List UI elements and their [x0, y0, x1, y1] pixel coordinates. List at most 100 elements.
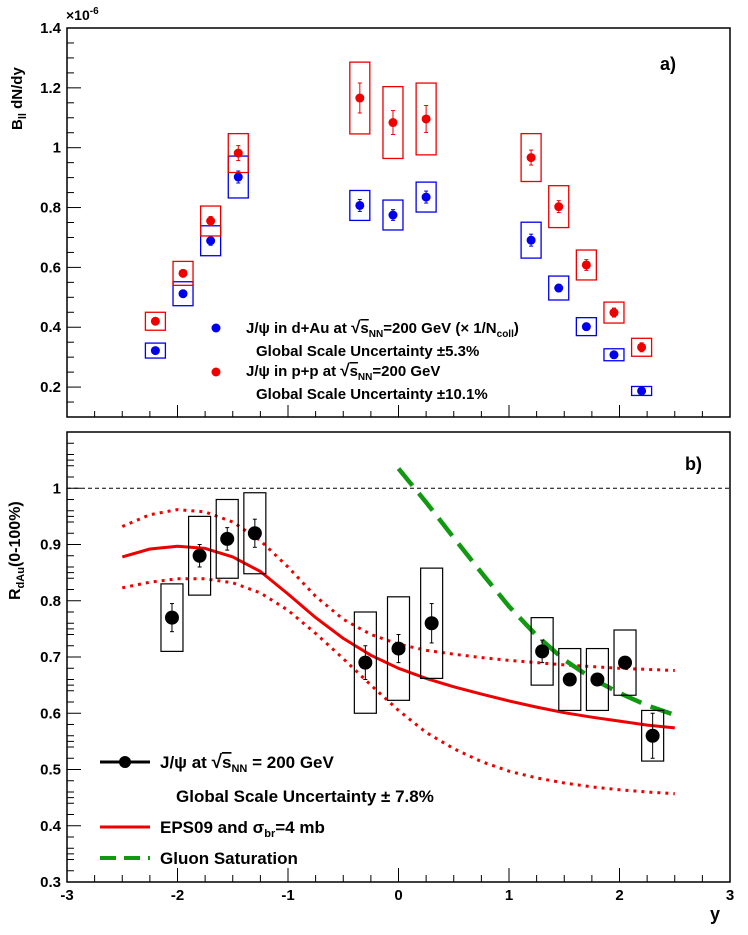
sys-box-rdau [613, 629, 637, 696]
data-point-pp [581, 260, 591, 270]
sys-box-rdau [353, 611, 377, 714]
sys-box-dAu [382, 199, 404, 231]
sys-box-pp [227, 132, 249, 174]
sqrt-sign-2: √ [340, 361, 350, 380]
sys-box-pp [349, 61, 371, 135]
panel-a-ytick-label: 1 [53, 140, 61, 157]
panel-b-curves [121, 467, 676, 796]
data-point-dAu [554, 283, 564, 293]
sys-box-dAu [415, 181, 437, 213]
data-point-rdau [562, 672, 577, 687]
legend-pp-marker [211, 367, 221, 377]
data-point-rdau [164, 610, 179, 625]
data-point-pp [150, 316, 160, 326]
legend-saturation-label: Gluon Saturation [160, 849, 298, 868]
panel-b-xtick-label: -3 [60, 887, 73, 904]
panel-a-ytick-label: 0.4 [40, 319, 62, 336]
data-point-pp [421, 114, 431, 124]
data-point-pp [526, 153, 536, 163]
panel-a-marks [144, 61, 653, 397]
sys-box-dAu [548, 275, 570, 301]
data-point-rdau [220, 531, 235, 546]
panel-b-xtick-label: -1 [281, 887, 294, 904]
legend-dau-line2: Global Scale Uncertainty ±5.3% [256, 343, 479, 360]
data-point-dAu [637, 386, 647, 396]
data-point-pp [355, 93, 365, 103]
legend-data-marker [119, 756, 131, 768]
sys-box-rdau [215, 498, 239, 579]
sys-box-rdau [558, 647, 582, 712]
sys-box-dAu [603, 348, 625, 362]
sys-box-dAu [520, 221, 542, 259]
curve-eps09-central [121, 544, 675, 730]
panel-b-ytick-label: 0.8 [40, 593, 61, 610]
sys-box-rdau [386, 596, 411, 701]
data-point-rdau [590, 672, 605, 687]
data-point-dAu [421, 192, 431, 202]
sys-box-dAu [172, 281, 194, 307]
legend-dau-line1: J/ψ in d+Au at √sNN=200 GeV (× 1/Ncoll) [246, 318, 519, 340]
panel-b-xtick-label: 2 [615, 887, 623, 904]
sys-box-pp [520, 132, 542, 183]
legend-data-line1: J/ψ at √sNN = 200 GeV [160, 752, 334, 775]
data-point-pp [233, 148, 243, 158]
panel-b-ytick-label: 0.9 [40, 537, 61, 554]
panel-b-ylabel: RdAu(0-100%) [7, 501, 27, 600]
curve-eps09-lower [122, 577, 675, 796]
panel-b-legend: J/ψ at √sNN = 200 GeV Global Scale Uncer… [100, 752, 434, 868]
sys-box-rdau [188, 515, 212, 596]
panel-b-ytick-label: 0.4 [40, 818, 62, 835]
panel-a-ytick-label: 0.2 [40, 379, 61, 396]
panel-a-ytick-label: 1.4 [40, 20, 62, 37]
sys-box-dAu [144, 342, 167, 359]
panel-b-ytick-label: 0.6 [40, 705, 61, 722]
panel-b-xlabel: y [710, 904, 720, 924]
panel-b-ytick-label: 0.3 [40, 874, 61, 891]
data-point-dAu [388, 210, 398, 220]
data-point-dAu [609, 350, 619, 360]
data-point-dAu [355, 200, 365, 210]
panel-a-ylabel: Bll dN/dy [9, 67, 29, 130]
sys-box-pp [199, 205, 222, 237]
sys-box-dAu [575, 317, 597, 337]
data-point-rdau [391, 641, 406, 656]
data-point-dAu [178, 289, 188, 299]
panel-b-xtick-label: 1 [505, 887, 513, 904]
sys-box-pp [382, 85, 404, 160]
data-point-dAu [150, 346, 160, 356]
sys-box-pp [172, 260, 194, 286]
panel-b-x-ticks: -3 -2 -1 0 1 2 3 [60, 868, 734, 904]
panel-b-y-ticks: 0.3 0.4 0.5 0.6 0.7 0.8 0.9 1 [40, 431, 81, 891]
panel-b-ytick-label: 0.7 [40, 649, 61, 666]
legend-pp-line1: J/ψ in p+p at √sNN=200 GeV [246, 361, 440, 383]
data-point-dAu [206, 236, 216, 246]
panel-a-ytick-label: 1.2 [40, 80, 61, 97]
panel-a-multiplier: ×10-6 [66, 6, 99, 23]
sqrt-sign-1: √ [351, 318, 361, 337]
sys-box-pp [603, 301, 625, 324]
data-point-rdau [247, 526, 262, 541]
sys-box-pp [144, 311, 167, 331]
data-point-pp [609, 308, 619, 318]
panel-b-xtick-label: 3 [726, 887, 734, 904]
sys-box-pp [548, 185, 570, 229]
panel-a-y-ticks: 0.2 0.4 0.6 0.8 1 1.2 1.4 [40, 20, 81, 418]
panel-a-legend: J/ψ in d+Au at √sNN=200 GeV (× 1/Ncoll) … [211, 318, 519, 403]
sys-box-rdau [160, 583, 184, 652]
legend-eps09-label: EPS09 and σbr=4 mb [160, 818, 325, 840]
panel-b: b) RdAu(0-100%) y 0.3 0.4 0.5 0.6 0.7 0.8 0.9 1… [7, 431, 734, 924]
curve-gluon-saturation [396, 467, 676, 718]
data-point-rdau [618, 655, 633, 670]
legend-data-line2: Global Scale Uncertainty ± 7.8% [176, 787, 434, 806]
sys-box-pp [630, 337, 653, 357]
sys-box-dAu [349, 189, 371, 222]
data-point-dAu [581, 322, 591, 332]
panel-b-label: b) [685, 454, 702, 474]
panel-b-ytick-label: 0.5 [40, 762, 61, 779]
panel-a-x-ticks [66, 405, 731, 417]
sys-box-pp [575, 249, 597, 281]
data-point-rdau [192, 548, 207, 563]
data-point-rdau [645, 728, 660, 743]
panel-b-marks [160, 492, 665, 762]
